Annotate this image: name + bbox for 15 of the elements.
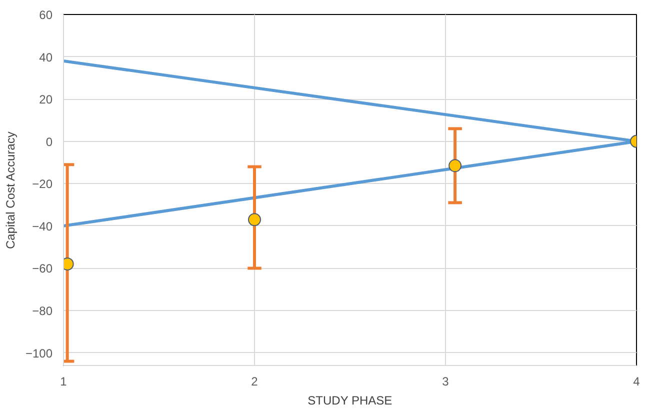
y-tick-label: −100 bbox=[25, 346, 53, 360]
x-axis-title: STUDY PHASE bbox=[308, 394, 392, 408]
x-tick-label: 3 bbox=[442, 374, 450, 388]
x-tick-label: 4 bbox=[633, 374, 640, 388]
y-tick-label: 60 bbox=[39, 8, 53, 22]
y-axis-title: Capital Cost Accuracy bbox=[3, 132, 18, 250]
y-tick-label: 20 bbox=[39, 92, 53, 107]
y-tick-label: −80 bbox=[32, 304, 53, 318]
x-tick-label: 1 bbox=[60, 374, 68, 388]
y-tick-label: −60 bbox=[32, 262, 53, 276]
y-tick-label: −20 bbox=[32, 177, 53, 192]
x-tick-label: 2 bbox=[251, 374, 258, 388]
y-tick-label: −40 bbox=[32, 219, 53, 234]
y-tick-label: 0 bbox=[46, 134, 53, 149]
y-tick-label: 40 bbox=[39, 50, 53, 64]
